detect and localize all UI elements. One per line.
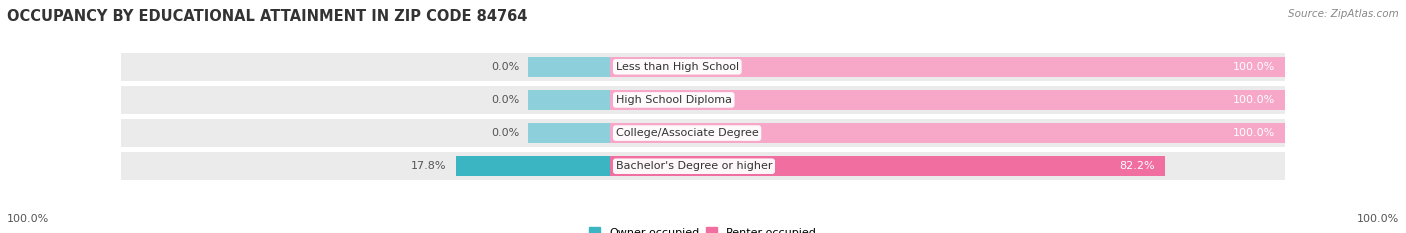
Bar xyxy=(529,123,610,143)
Text: 0.0%: 0.0% xyxy=(491,128,519,138)
Bar xyxy=(121,152,1285,180)
Text: College/Associate Degree: College/Associate Degree xyxy=(616,128,758,138)
Legend: Owner-occupied, Renter-occupied: Owner-occupied, Renter-occupied xyxy=(585,223,821,233)
Text: 100.0%: 100.0% xyxy=(1357,214,1399,224)
Text: 17.8%: 17.8% xyxy=(411,161,447,171)
Text: High School Diploma: High School Diploma xyxy=(616,95,731,105)
Bar xyxy=(121,53,1285,81)
Text: 100.0%: 100.0% xyxy=(1233,62,1275,72)
Text: 0.0%: 0.0% xyxy=(491,95,519,105)
Text: OCCUPANCY BY EDUCATIONAL ATTAINMENT IN ZIP CODE 84764: OCCUPANCY BY EDUCATIONAL ATTAINMENT IN Z… xyxy=(7,9,527,24)
Bar xyxy=(610,123,1285,143)
Bar xyxy=(610,57,1285,77)
Bar xyxy=(610,90,1285,110)
Text: Source: ZipAtlas.com: Source: ZipAtlas.com xyxy=(1288,9,1399,19)
Bar xyxy=(529,90,610,110)
Text: Less than High School: Less than High School xyxy=(616,62,740,72)
Bar xyxy=(529,57,610,77)
Text: 100.0%: 100.0% xyxy=(7,214,49,224)
Bar xyxy=(610,156,1164,176)
Bar xyxy=(456,156,610,176)
Text: 100.0%: 100.0% xyxy=(1233,95,1275,105)
Bar xyxy=(121,119,1285,147)
Bar xyxy=(121,86,1285,114)
Text: Bachelor's Degree or higher: Bachelor's Degree or higher xyxy=(616,161,772,171)
Text: 0.0%: 0.0% xyxy=(491,62,519,72)
Text: 82.2%: 82.2% xyxy=(1119,161,1156,171)
Text: 100.0%: 100.0% xyxy=(1233,128,1275,138)
